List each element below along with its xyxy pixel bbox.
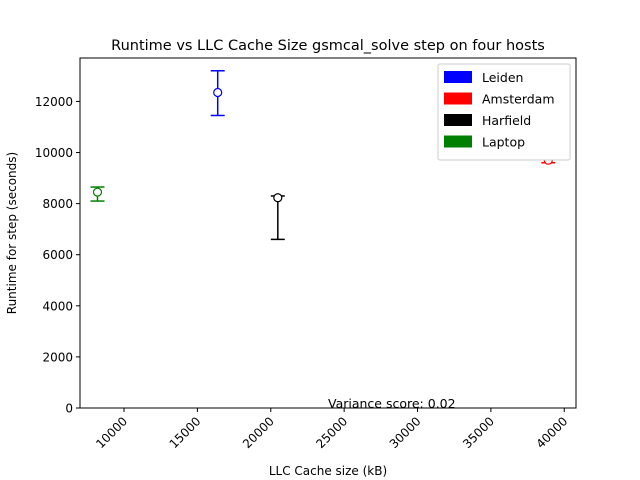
legend-label: Leiden — [482, 70, 523, 85]
x-axis-label: LLC Cache size (kB) — [269, 464, 387, 478]
y-tick-label: 4000 — [42, 299, 73, 313]
legend-swatch — [444, 114, 472, 126]
chart-title: Runtime vs LLC Cache Size gsmcal_solve s… — [111, 38, 545, 54]
y-tick-label: 12000 — [35, 95, 73, 109]
variance-annotation: Variance score: 0.02 — [328, 396, 456, 411]
data-point — [213, 87, 223, 98]
legend-label: Amsterdam — [482, 92, 555, 107]
plot-frame — [79, 57, 577, 409]
y-axis-label: Runtime for step (seconds) — [5, 152, 19, 314]
y-tick-label: 8000 — [42, 197, 73, 211]
y-tick-label: 10000 — [35, 146, 73, 160]
legend-label: Harfield — [482, 113, 531, 128]
data-point — [273, 193, 283, 203]
y-tick-label: 6000 — [42, 248, 73, 262]
legend-swatch — [444, 71, 472, 83]
legend: Leiden Amsterdam Harfield Laptop — [437, 63, 571, 161]
y-tick-label: 0 — [65, 402, 73, 416]
legend-swatch — [444, 92, 472, 105]
legend-label: Laptop — [482, 135, 525, 150]
y-tick-label: 2000 — [42, 350, 73, 364]
data-point — [92, 187, 103, 197]
legend-swatch — [444, 135, 472, 148]
